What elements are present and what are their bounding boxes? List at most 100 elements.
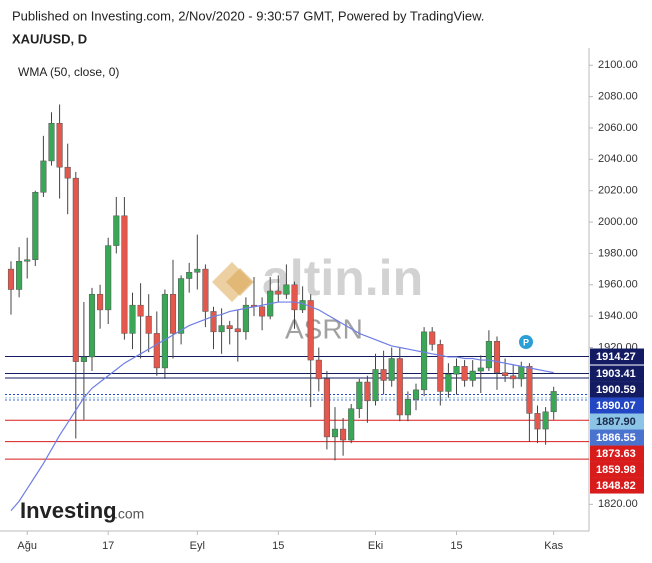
watermark-brand: altin.in <box>262 250 423 306</box>
candle-body <box>56 123 63 168</box>
level-label: 1890.07 <box>596 400 636 412</box>
candle-body <box>323 378 330 438</box>
candle-body <box>502 372 509 377</box>
level-label-bg <box>590 429 644 446</box>
candle-body <box>437 344 444 392</box>
legend-label: WMA (50, close, 0) <box>18 65 119 79</box>
candle-body <box>7 268 15 290</box>
y-tick-label: 1980.00 <box>598 247 638 259</box>
y-tick-label: 1940.00 <box>598 310 638 322</box>
candle-body <box>24 259 31 262</box>
y-tick-label: 2000.00 <box>598 216 638 228</box>
candle-body <box>372 369 379 402</box>
candle-body <box>340 428 347 441</box>
level-label: 1914.27 <box>596 351 636 363</box>
candle-body <box>121 215 128 334</box>
p-marker-label: P <box>523 337 529 347</box>
x-tick-label: 15 <box>450 540 462 552</box>
candle-body <box>510 375 517 380</box>
candle-body <box>331 428 339 438</box>
candle-body <box>97 293 104 311</box>
candle-body <box>461 366 468 381</box>
candle-body <box>396 358 403 416</box>
candle-body <box>388 358 395 381</box>
candle-body <box>364 381 371 402</box>
candle-body <box>526 366 533 414</box>
level-label-bg <box>590 477 644 494</box>
candle-body <box>202 268 209 312</box>
candle-body <box>40 160 47 193</box>
candle-body <box>275 290 282 295</box>
y-tick-label: 2080.00 <box>598 91 638 103</box>
level-label-bg <box>590 413 644 430</box>
candle-body <box>315 359 322 380</box>
candle-body <box>380 369 387 381</box>
candle-body <box>283 284 290 295</box>
y-tick-label: 1820.00 <box>598 498 638 510</box>
candle-body <box>429 331 436 345</box>
candle-body <box>129 304 136 334</box>
candle-body <box>113 215 120 246</box>
candle-body <box>186 272 193 279</box>
candle-body <box>534 413 541 430</box>
level-label-bg <box>590 397 644 414</box>
candle-body <box>218 325 225 333</box>
candle-body <box>356 381 363 409</box>
candle-body <box>404 399 411 416</box>
header-symbol: XAU/USD, D <box>12 31 87 46</box>
level-label: 1903.41 <box>596 368 636 380</box>
candle-body <box>348 408 355 441</box>
candle-body <box>542 411 549 430</box>
x-tick-label: Kas <box>544 540 563 552</box>
candle-body <box>307 300 314 361</box>
candle-body <box>178 278 185 334</box>
candle-body <box>80 356 87 362</box>
level-label-bg <box>590 348 644 365</box>
candle-body <box>32 192 39 260</box>
candle-body <box>88 293 96 358</box>
level-label: 1886.55 <box>596 432 636 444</box>
logo-suffix: .com <box>114 506 144 522</box>
candle-body <box>153 333 160 369</box>
y-tick-label: 2060.00 <box>598 122 638 134</box>
candle-body <box>477 367 484 372</box>
plot <box>5 104 589 512</box>
level-label: 1873.63 <box>596 448 636 460</box>
candle-body <box>469 370 476 381</box>
candle-body <box>518 366 525 380</box>
candle-body <box>421 331 428 391</box>
logo-brand: Investing <box>20 498 117 523</box>
level-label-bg <box>590 381 644 398</box>
level-label-bg <box>590 445 644 462</box>
candle-body <box>242 304 249 333</box>
candle-body <box>210 311 217 333</box>
x-tick-label: 15 <box>272 540 284 552</box>
candle-body <box>72 177 79 362</box>
level-label: 1900.59 <box>596 384 636 396</box>
y-tick-label: 2100.00 <box>598 59 638 71</box>
watermark-icon <box>226 268 254 296</box>
watermark: altin.in ASRN <box>212 250 423 344</box>
candle-body <box>299 300 306 311</box>
candle-body <box>226 325 233 329</box>
candle-body <box>453 366 460 375</box>
candle-body <box>550 391 557 413</box>
header-published: Published on Investing.com, 2/Nov/2020 -… <box>12 8 484 23</box>
candle-body <box>105 245 112 311</box>
candle-body <box>445 373 452 392</box>
level-label-bg <box>590 365 644 382</box>
watermark-sub: ASRN <box>285 313 363 344</box>
level-label: 1859.98 <box>596 464 636 476</box>
candle-body <box>64 166 71 179</box>
candle-body <box>194 268 201 273</box>
candle-body <box>234 328 241 333</box>
candle-body <box>493 341 501 373</box>
candle-body <box>169 293 177 334</box>
candle-body <box>259 306 266 317</box>
candle-body <box>485 341 492 369</box>
logo: Investing .com <box>20 498 144 523</box>
x-tick-label: Eyl <box>190 540 205 552</box>
x-tick-label: Ağu <box>17 540 37 552</box>
candle-body <box>16 261 23 290</box>
